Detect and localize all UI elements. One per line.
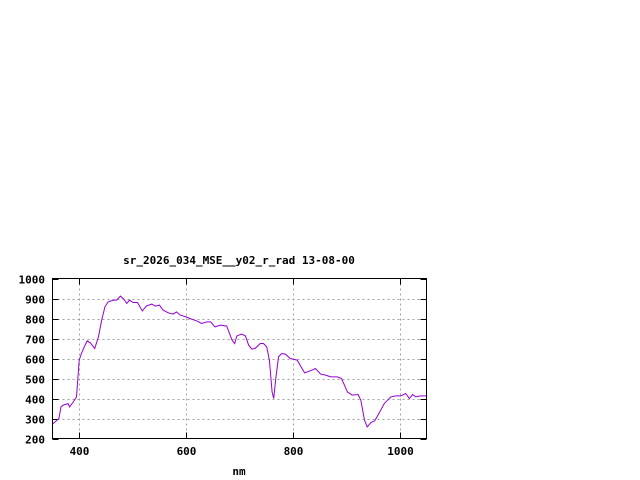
- x-axis-label: nm: [232, 465, 246, 478]
- y-tick-label: 300: [25, 414, 45, 427]
- y-tick-label: 600: [25, 354, 45, 367]
- y-tick-label: 700: [25, 334, 45, 347]
- tick-labels: 400 600 800 1000 200 300 400 500 600 700 800 900 100…: [19, 274, 414, 459]
- y-tick-label: 800: [25, 314, 45, 327]
- plot-border: [52, 278, 427, 439]
- y-tick-label: 1000: [19, 274, 46, 287]
- x-tick-label: 1000: [387, 445, 414, 458]
- axis-ticks: [52, 278, 427, 440]
- grid: [52, 278, 427, 439]
- series-line: [52, 295, 426, 428]
- y-tick-label: 400: [25, 394, 45, 407]
- y-tick-label: 500: [25, 374, 45, 387]
- x-tick-label: 400: [70, 445, 90, 458]
- x-tick-label: 600: [177, 445, 197, 458]
- y-tick-label: 900: [25, 294, 45, 307]
- x-tick-label: 800: [284, 445, 304, 458]
- chart-title: sr_2026_034_MSE__y02_r_rad 13-08-00: [123, 254, 355, 267]
- y-tick-label: 200: [25, 434, 45, 447]
